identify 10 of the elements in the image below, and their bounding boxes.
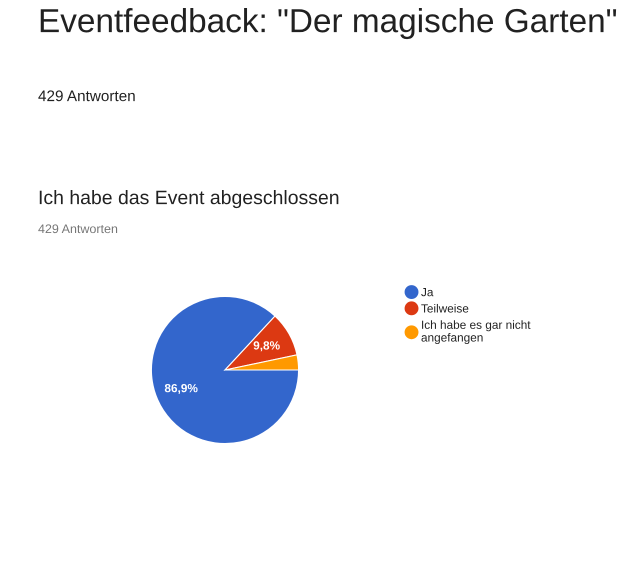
chart-title: Eventfeedback: "Der magische Garten": [40, 8, 616, 40]
data-label: 9,8%: [254, 341, 280, 352]
text: 429 Antworten: [38, 224, 118, 234]
legend-label: Ich habe es gar nicht angefangen: [421, 320, 530, 344]
pie-slice: [150, 296, 300, 444]
text: Ich habe das Event abgeschlossen: [40, 190, 338, 208]
data-label: 86,9%: [164, 384, 198, 394]
legend-label: Teilweise: [421, 304, 468, 313]
chart-subtitle: 429 Antworten: [38, 90, 135, 102]
legend-label: Ja: [421, 288, 434, 296]
